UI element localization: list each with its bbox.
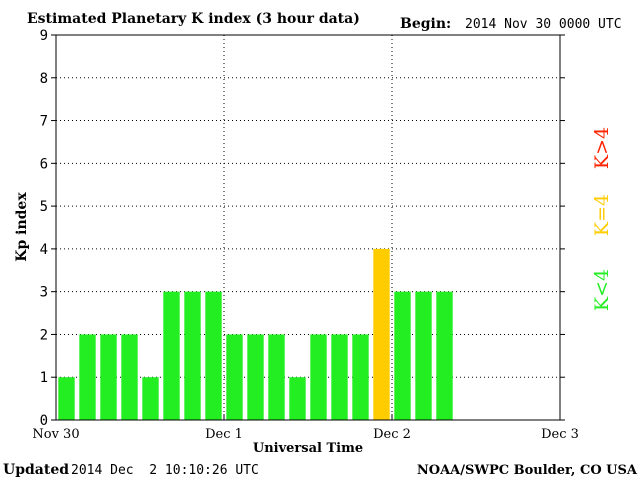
kp-bar bbox=[436, 291, 453, 420]
updated-value: 2014 Dec 2 10:10:26 UTC bbox=[71, 463, 259, 478]
begin-value: 2014 Nov 30 0000 UTC bbox=[465, 17, 622, 32]
y-axis-label: Kp index bbox=[14, 192, 30, 262]
x-tick-labels: Nov 30 Dec 1 Dec 2 Dec 3 bbox=[32, 414, 579, 442]
y-tick-label: 1 bbox=[40, 370, 48, 386]
kp-bar bbox=[79, 334, 96, 420]
x-tick-label: Dec 1 bbox=[205, 427, 243, 442]
kp-bar bbox=[100, 334, 117, 420]
y-tick-label: 0 bbox=[40, 413, 48, 429]
x-tick-label: Nov 30 bbox=[32, 427, 79, 442]
kp-bar bbox=[373, 248, 390, 420]
x-tick-label: Dec 2 bbox=[373, 427, 411, 442]
y-tick-label: 5 bbox=[40, 199, 48, 215]
x-axis-label: Universal Time bbox=[253, 441, 363, 456]
kp-bar bbox=[163, 291, 180, 420]
credit-text: NOAA/SWPC Boulder, CO USA bbox=[417, 463, 638, 478]
y-tick-labels: 0 1 2 3 4 5 6 7 8 9 bbox=[40, 28, 565, 429]
x-tick-label: Dec 3 bbox=[541, 427, 579, 442]
kp-bar bbox=[352, 334, 369, 420]
y-tick-label: 9 bbox=[40, 28, 48, 44]
kp-bar bbox=[415, 291, 432, 420]
bars bbox=[58, 248, 453, 420]
kp-bar bbox=[184, 291, 201, 420]
kp-bar bbox=[394, 291, 411, 420]
legend: K<4 K=4 K>4 bbox=[591, 127, 613, 311]
kp-bar bbox=[142, 377, 159, 420]
kp-bar bbox=[268, 334, 285, 420]
legend-item-k-less-4: K<4 bbox=[591, 269, 613, 311]
begin-label: Begin: bbox=[400, 16, 451, 32]
grid-lines bbox=[56, 35, 560, 420]
legend-item-k-equal-4: K=4 bbox=[591, 194, 613, 236]
kp-bar bbox=[58, 377, 75, 420]
y-tick-label: 2 bbox=[40, 327, 48, 343]
kp-bar bbox=[247, 334, 264, 420]
chart-title: Estimated Planetary K index (3 hour data… bbox=[27, 11, 360, 27]
legend-item-k-greater-4: K>4 bbox=[591, 127, 613, 169]
kp-bar bbox=[226, 334, 243, 420]
y-tick-label: 3 bbox=[40, 285, 48, 301]
kp-bar bbox=[331, 334, 348, 420]
updated-label: Updated bbox=[3, 462, 69, 478]
plot-frame bbox=[55, 34, 561, 421]
y-tick-label: 6 bbox=[40, 156, 48, 172]
y-tick-label: 4 bbox=[40, 242, 48, 258]
y-tick-label: 8 bbox=[40, 71, 48, 87]
kp-bar bbox=[121, 334, 138, 420]
plot-area: 0 1 2 3 4 5 6 7 8 9 Nov 30 Dec 1 Dec 2 Dec 3 bbox=[32, 28, 579, 442]
kp-bar bbox=[205, 291, 222, 420]
y-tick-label: 7 bbox=[40, 114, 48, 130]
kp-bar bbox=[289, 377, 306, 420]
kp-bar bbox=[310, 334, 327, 420]
